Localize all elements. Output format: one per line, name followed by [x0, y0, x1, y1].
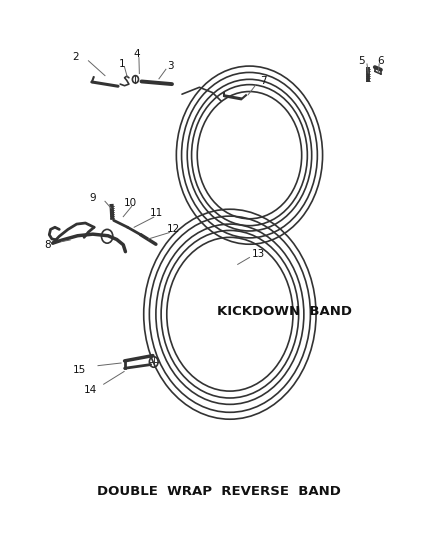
Text: 15: 15	[73, 365, 86, 375]
Text: KICKDOWN  BAND: KICKDOWN BAND	[217, 305, 352, 318]
Text: 8: 8	[44, 240, 50, 251]
Text: 11: 11	[150, 208, 163, 219]
Text: 14: 14	[84, 384, 97, 394]
Text: 12: 12	[167, 224, 180, 235]
Text: 1: 1	[119, 59, 126, 69]
Text: 3: 3	[167, 61, 173, 71]
Text: 9: 9	[89, 192, 96, 203]
Text: 4: 4	[133, 50, 140, 59]
Text: 10: 10	[124, 198, 137, 208]
Text: 13: 13	[251, 249, 265, 259]
Text: 2: 2	[72, 52, 79, 62]
Text: 7: 7	[260, 76, 267, 86]
Text: 6: 6	[378, 56, 384, 66]
Text: 5: 5	[358, 56, 365, 66]
Text: DOUBLE  WRAP  REVERSE  BAND: DOUBLE WRAP REVERSE BAND	[97, 486, 341, 498]
